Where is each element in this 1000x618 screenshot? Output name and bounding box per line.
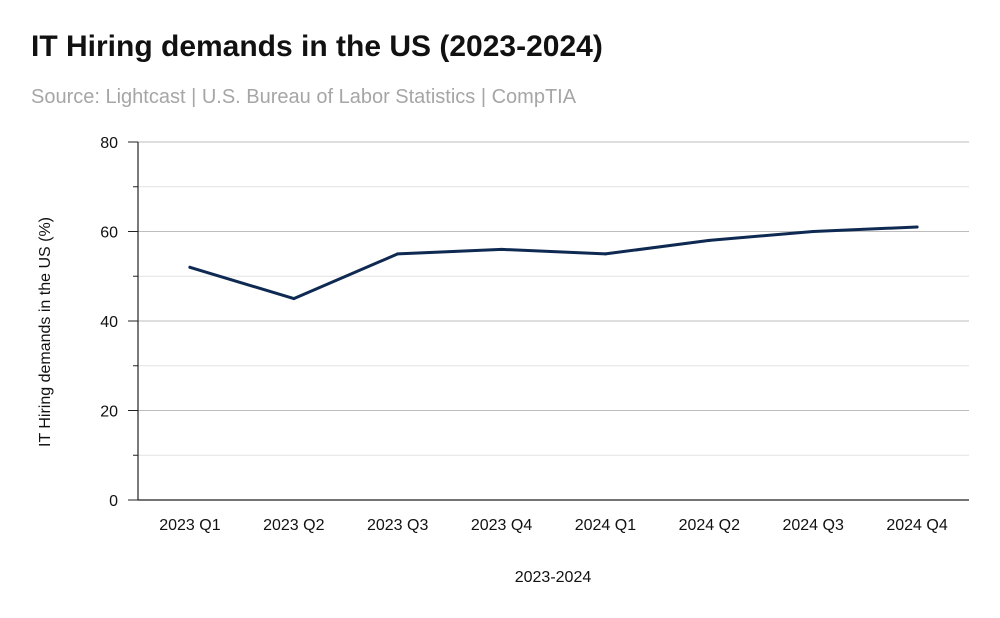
data-point [396, 252, 400, 256]
x-tick-label: 2023 Q2 [263, 517, 324, 534]
chart-title: IT Hiring demands in the US (2023-2024) [31, 30, 603, 63]
x-axis-title: 2023-2024 [515, 569, 592, 586]
x-tick-label: 2024 Q1 [575, 517, 636, 534]
data-point [603, 252, 607, 256]
y-tick-label: 0 [109, 493, 118, 510]
gridlines [138, 141, 969, 456]
x-tick-label: 2023 Q3 [367, 517, 428, 534]
tick-labels: 0 20 40 60 80 2023 Q1 2023 Q2 2023 Q3 2023 Q4 202… [100, 135, 948, 534]
data-point [292, 297, 296, 301]
x-tick-label: 2024 Q3 [782, 517, 843, 534]
series-layer [188, 225, 919, 301]
x-tick-label: 2023 Q1 [159, 517, 220, 534]
y-tick-label: 60 [100, 225, 118, 242]
data-point [500, 247, 504, 251]
x-tick-label: 2024 Q2 [679, 517, 740, 534]
y-axis-title: IT Hiring demands in the US (%) [37, 217, 54, 447]
data-point [188, 265, 192, 269]
data-point [915, 225, 919, 229]
chart-subtitle: Source: Lightcast | U.S. Bureau of Labor… [31, 86, 577, 108]
series-line [188, 225, 919, 301]
y-tick-label: 80 [100, 135, 118, 152]
y-tick-label: 20 [100, 404, 118, 421]
x-tick-label: 2024 Q4 [886, 517, 947, 534]
x-tick-label: 2023 Q4 [471, 517, 532, 534]
y-tick-label: 40 [100, 314, 118, 331]
axes [128, 141, 969, 501]
data-point [811, 230, 815, 233]
data-point [707, 238, 711, 242]
